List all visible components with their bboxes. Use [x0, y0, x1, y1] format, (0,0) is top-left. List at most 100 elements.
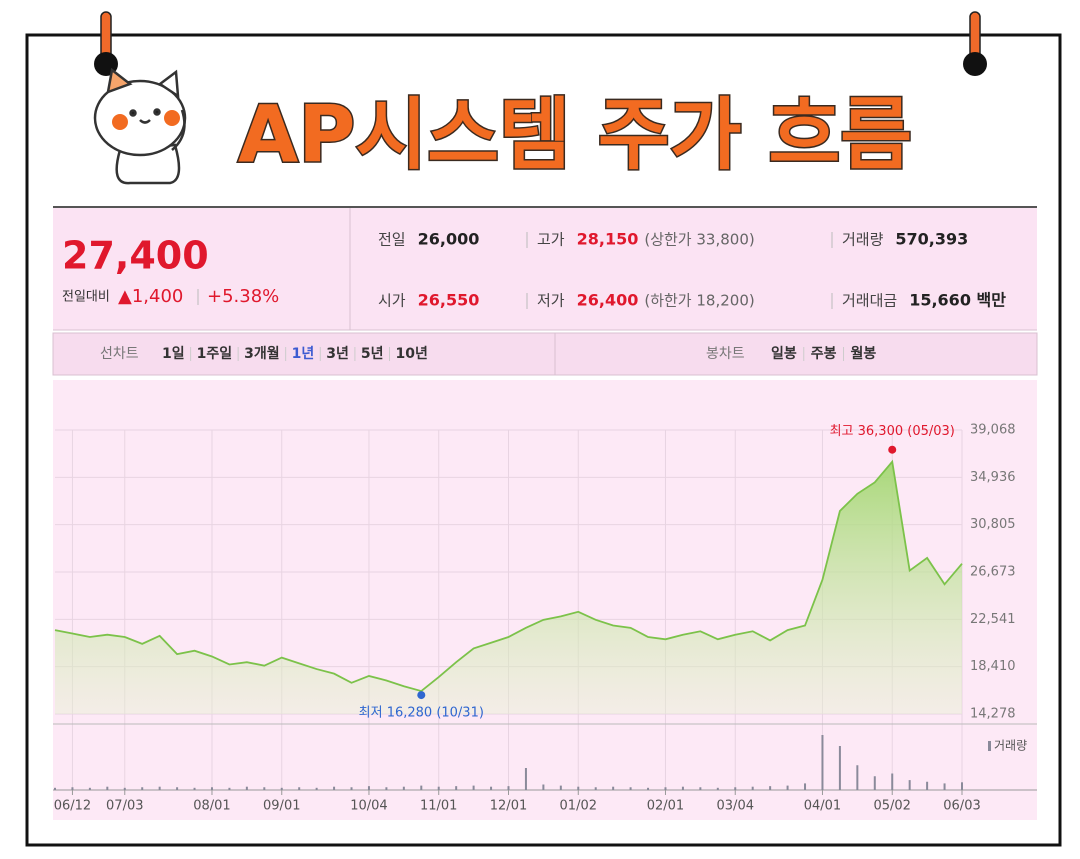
volume-bar	[245, 786, 248, 790]
field-value: 15,660 백만	[909, 291, 1006, 310]
volume-bar	[838, 746, 841, 790]
cat-icon	[93, 67, 187, 185]
field-label: 거래대금	[842, 292, 897, 310]
volume-bar	[804, 783, 807, 790]
x-tick-label: 05/02	[873, 799, 910, 814]
volume-bar	[472, 785, 475, 790]
x-tick-label: 08/01	[193, 799, 230, 814]
y-tick-label: 39,068	[970, 423, 1016, 438]
volume-bar	[908, 780, 911, 790]
change-pct: +5.38%	[207, 286, 279, 307]
volume-bar	[734, 787, 737, 790]
volume-bar	[594, 787, 597, 790]
volume-bar	[751, 786, 754, 790]
low-point	[417, 691, 426, 700]
volume-bar	[228, 787, 231, 790]
volume-bar	[455, 786, 458, 790]
field-note: (상한가 33,800)	[644, 231, 754, 249]
period-tab[interactable]: 1일	[162, 346, 185, 362]
x-tick-label: 02/01	[647, 799, 684, 814]
volume-bar	[786, 785, 789, 790]
tab-group-label: 선차트	[100, 346, 139, 362]
field-label: 전일	[378, 231, 406, 249]
high-annotation: 최고 36,300 (05/03)	[830, 424, 955, 439]
change-label: 전일대비	[62, 290, 110, 305]
volume-bar	[88, 787, 91, 790]
volume-bar	[123, 787, 126, 790]
candle-tab[interactable]: 주봉	[811, 346, 837, 362]
volume-bar	[542, 784, 545, 790]
period-tab[interactable]: 1주일	[197, 346, 233, 362]
y-tick-label: 26,673	[970, 565, 1016, 580]
x-tick-label: 06/03	[943, 799, 980, 814]
volume-bar	[315, 787, 318, 790]
volume-bar	[263, 787, 266, 790]
plot: 14,278 18,410 22,541 26,673 30,805 34,936 39,0…	[53, 423, 1037, 814]
volume-bar	[524, 768, 527, 790]
line	[54, 459, 963, 693]
volume-bar	[769, 786, 772, 790]
x-tick-label: 06/12	[54, 799, 91, 814]
volume-bar	[612, 786, 615, 790]
candle-tab[interactable]: 월봉	[851, 345, 877, 362]
volume-bar	[158, 786, 161, 790]
volume-bar	[821, 735, 824, 790]
volume-bar	[333, 786, 336, 790]
period-tab[interactable]: 5년	[361, 346, 384, 362]
y-tick-label: 34,936	[970, 470, 1016, 485]
volume-bar	[176, 787, 179, 790]
volume-bar	[716, 787, 719, 790]
field-label: 거래량	[842, 231, 884, 249]
period-tab[interactable]: 10년	[396, 346, 428, 362]
price: 27,400	[62, 234, 209, 278]
volume-bar	[210, 787, 213, 790]
x-tick-label: 11/01	[420, 799, 457, 814]
volume-bar	[961, 782, 963, 790]
volume-bar	[926, 781, 929, 790]
legend-swatch	[988, 741, 991, 751]
y-tick-label: 18,410	[970, 659, 1016, 674]
low-annotation: 최저 16,280 (10/31)	[359, 706, 484, 721]
volume-bar	[577, 786, 580, 790]
volume-bar	[106, 786, 109, 790]
volume-bar	[298, 787, 301, 790]
field-label: 저가	[537, 292, 565, 310]
x-tick-label: 04/01	[804, 799, 841, 814]
volume-bar	[873, 776, 876, 790]
volume-bar	[402, 786, 405, 790]
volume-bar	[385, 787, 388, 790]
volume-bar	[699, 787, 702, 790]
field-label: 시가	[378, 292, 406, 310]
candle-tab[interactable]: 일봉	[771, 346, 797, 362]
period-tab[interactable]: 3년	[326, 346, 349, 362]
x-tick-label: 09/01	[263, 799, 300, 814]
field-value: 26,550	[418, 291, 480, 310]
pins	[94, 11, 987, 76]
volume-bar	[629, 787, 632, 790]
x-tick-label: 03/04	[717, 799, 754, 814]
page-title: AP시스템 주가 흐름	[238, 90, 912, 180]
period-tab[interactable]: 1년	[292, 346, 315, 362]
volume-bar	[71, 787, 74, 790]
field-value: 26,000	[418, 230, 480, 249]
field-value: 26,400	[577, 291, 639, 310]
volume-bar	[681, 786, 684, 790]
tab-bar	[52, 332, 1038, 376]
volume-bar	[507, 786, 510, 790]
volume-bar	[367, 786, 370, 790]
area	[55, 461, 962, 714]
field-note: (하한가 18,200)	[644, 292, 754, 310]
x-tick-label: 12/01	[490, 799, 527, 814]
x-tick-label: 07/03	[106, 799, 143, 814]
volume-bar	[664, 787, 667, 790]
volume-bar	[647, 787, 650, 790]
x-tick-label: 01/02	[560, 799, 597, 814]
field-value: 28,150	[577, 230, 639, 249]
volume-bar	[490, 786, 493, 790]
x-tick-label: 10/04	[350, 799, 387, 814]
volume-bar	[437, 786, 440, 790]
period-tab[interactable]: 3개월	[244, 345, 280, 362]
legend-label: 거래량	[994, 739, 1027, 753]
volume-bar	[141, 787, 144, 790]
